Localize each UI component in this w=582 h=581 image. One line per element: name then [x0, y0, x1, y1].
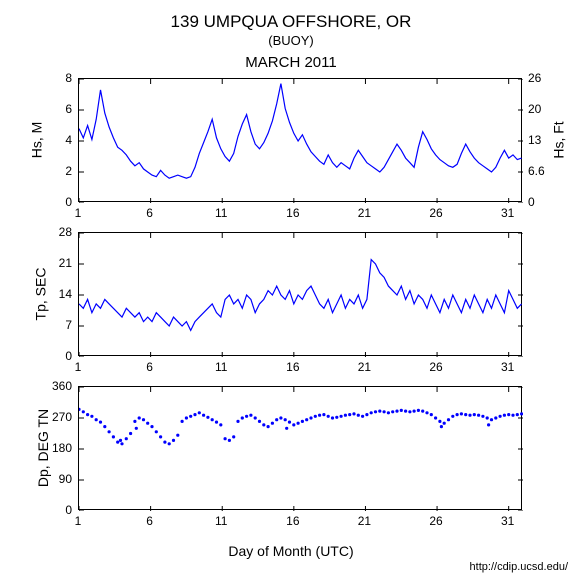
- ytick-label: 2: [42, 164, 72, 178]
- xtick-label: 21: [354, 360, 374, 374]
- panel-hs: [78, 78, 522, 202]
- xtick-label: 11: [211, 514, 231, 528]
- xtick-label: 21: [354, 514, 374, 528]
- xlabel: Day of Month (UTC): [0, 543, 582, 559]
- xtick-label: 1: [68, 514, 88, 528]
- chart-container: 139 UMPQUA OFFSHORE, OR (BUOY) MARCH 201…: [0, 0, 582, 581]
- xtick-label: 6: [140, 206, 160, 220]
- ytick-right-label: 20: [528, 102, 558, 116]
- ytick-right-label: 26: [528, 71, 558, 85]
- ytick-label: 14: [42, 287, 72, 301]
- panel-dp: [78, 386, 522, 510]
- ytick-label: 360: [42, 379, 72, 393]
- xtick-label: 26: [426, 514, 446, 528]
- title-subtitle: (BUOY): [0, 33, 582, 48]
- xtick-label: 31: [498, 514, 518, 528]
- ytick-right-label: 0: [528, 195, 558, 209]
- xtick-label: 21: [354, 206, 374, 220]
- ytick-label: 180: [42, 441, 72, 455]
- ytick-label: 90: [42, 472, 72, 486]
- xtick-label: 6: [140, 514, 160, 528]
- ytick-right-label: 13: [528, 133, 558, 147]
- ytick-label: 28: [42, 225, 72, 239]
- ytick-right-label: 6.6: [528, 164, 558, 178]
- ytick-label: 4: [42, 133, 72, 147]
- xtick-label: 11: [211, 206, 231, 220]
- title-main: 139 UMPQUA OFFSHORE, OR: [0, 12, 582, 32]
- xtick-label: 31: [498, 360, 518, 374]
- ytick-label: 7: [42, 318, 72, 332]
- xtick-label: 1: [68, 360, 88, 374]
- xtick-label: 31: [498, 206, 518, 220]
- xtick-label: 26: [426, 360, 446, 374]
- ytick-label: 21: [42, 256, 72, 270]
- panel-tp: [78, 232, 522, 356]
- xtick-label: 16: [283, 206, 303, 220]
- xtick-label: 16: [283, 514, 303, 528]
- ytick-label: 270: [42, 410, 72, 424]
- ytick-label: 8: [42, 71, 72, 85]
- xtick-label: 11: [211, 360, 231, 374]
- xtick-label: 6: [140, 360, 160, 374]
- xtick-label: 16: [283, 360, 303, 374]
- ytick-label: 6: [42, 102, 72, 116]
- title-month: MARCH 2011: [0, 54, 582, 71]
- xtick-label: 26: [426, 206, 446, 220]
- credit-link[interactable]: http://cdip.ucsd.edu/: [470, 561, 568, 573]
- xtick-label: 1: [68, 206, 88, 220]
